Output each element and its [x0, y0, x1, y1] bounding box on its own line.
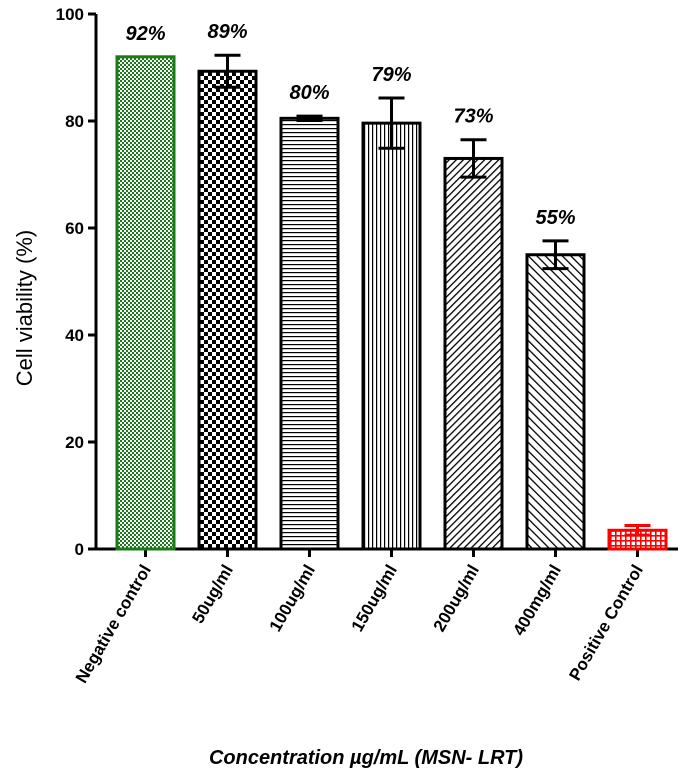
bars: [115, 55, 668, 551]
bar: [525, 253, 586, 551]
x-tick-label: Negative control: [72, 562, 155, 687]
y-tick-label: 0: [75, 540, 84, 559]
data-label: 92%: [125, 23, 165, 45]
data-label: 55%: [535, 207, 575, 229]
data-label: 89%: [207, 21, 247, 43]
x-tick-label: 100ug/ml: [266, 562, 319, 635]
y-tick-label: 20: [65, 433, 84, 452]
x-axis: Negative control 50ug/ml 100ug/ml 150ug/ml 2…: [72, 547, 678, 687]
x-tick-label: 400mg/ml: [509, 562, 565, 639]
data-labels: 92% 89% 80% 79% 73% 55%: [125, 21, 575, 229]
y-axis-label: Cell viability (%): [12, 230, 37, 386]
y-tick-label: 80: [65, 112, 84, 131]
x-axis-label: Concentration µg/mL (MSN- LRT): [209, 747, 523, 769]
y-tick-label: 40: [65, 326, 84, 345]
bar: [197, 69, 258, 551]
x-tick-label: 50ug/ml: [188, 562, 237, 627]
x-tick-label: 200ug/ml: [430, 562, 483, 635]
data-label: 79%: [371, 64, 411, 86]
error-bars: [214, 53, 651, 537]
y-tick-label: 100: [56, 5, 84, 24]
bar: [279, 116, 340, 551]
y-tick-label: 60: [65, 219, 84, 238]
y-axis: 0 20 40 60 80 100: [56, 5, 98, 559]
x-tick-label: Positive Control: [565, 562, 647, 684]
bar: [361, 121, 422, 551]
bar: [443, 156, 504, 551]
x-tick-label: 150ug/ml: [348, 562, 401, 635]
bar: [115, 55, 176, 551]
data-label: 73%: [453, 106, 493, 128]
data-label: 80%: [289, 82, 329, 104]
